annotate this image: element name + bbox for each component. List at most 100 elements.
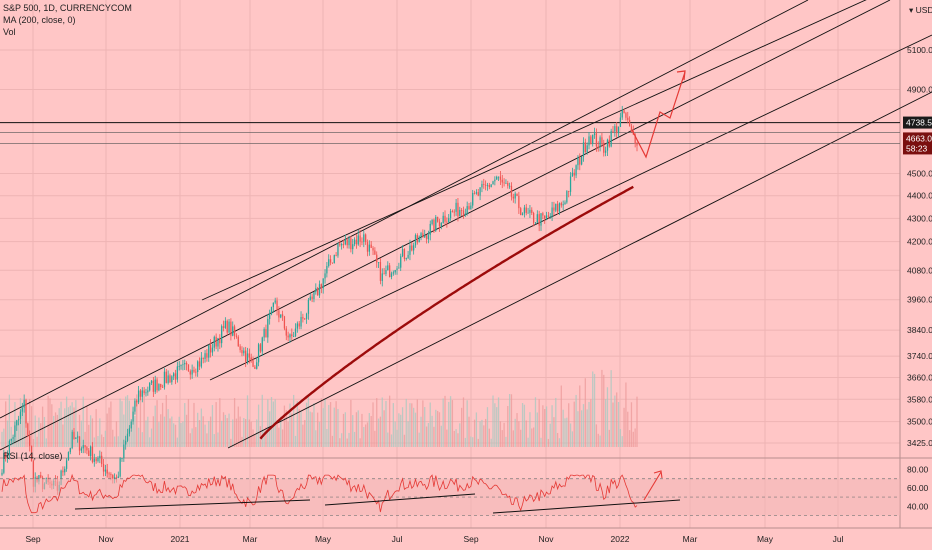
candle-body: [197, 361, 199, 373]
volume-bar: [29, 398, 31, 447]
volume-bar: [195, 427, 197, 447]
volume-bar: [460, 407, 463, 447]
candle-body: [8, 440, 11, 455]
volume-bar: [180, 423, 182, 447]
volume-bar: [200, 408, 203, 447]
candle-body: [73, 431, 75, 440]
candle-body: [366, 242, 369, 252]
candle-body: [219, 338, 221, 344]
volume-bar: [586, 409, 588, 447]
volume-bar: [623, 407, 625, 447]
candle-body: [536, 214, 538, 223]
volume-bar: [453, 430, 455, 447]
candle-body: [462, 210, 465, 215]
candle-body: [209, 344, 212, 353]
volume-bar: [374, 430, 376, 447]
candle-body: [544, 215, 546, 219]
volume-bar: [25, 408, 27, 447]
volume-bar: [58, 408, 60, 447]
volume-bar: [261, 394, 263, 447]
volume-bar: [621, 436, 623, 447]
volume-bar: [75, 400, 77, 447]
volume-bar: [139, 400, 142, 447]
volume-bar: [239, 416, 241, 447]
volume-bar: [464, 437, 466, 447]
symbol-legend[interactable]: S&P 500, 1D, CURRENCYCOM: [3, 3, 132, 13]
volume-bar: [259, 426, 262, 447]
candle-body: [405, 257, 407, 259]
volume-bar: [352, 415, 354, 447]
price-axis[interactable]: 5100.0 4900.0 4500.0 4400.0 4300.0 4200.0 4080…: [903, 5, 932, 511]
time-axis[interactable]: Sep Nov 2021 Mar May Jul Sep Nov 2022 Mar May Jul: [25, 534, 843, 544]
candle-body: [289, 334, 291, 338]
volume-bar: [265, 427, 267, 447]
volume-bar: [254, 434, 256, 447]
candle-body: [595, 133, 598, 147]
vol-legend[interactable]: Vol: [3, 27, 16, 37]
volume-bar: [245, 419, 247, 447]
candle-body: [477, 192, 479, 196]
rsi-legend[interactable]: RSI (14, close): [3, 451, 63, 461]
candle-body: [575, 165, 577, 176]
candle-body: [77, 436, 79, 438]
price-candles: [1, 105, 638, 496]
candle-body: [211, 347, 214, 353]
candle-body: [610, 130, 612, 147]
candle-body: [150, 380, 153, 384]
volume-bar: [603, 374, 605, 447]
volume-bar: [392, 403, 394, 447]
volume-bar: [617, 401, 620, 447]
volume-bar: [73, 407, 75, 447]
candle-body: [283, 316, 286, 329]
volume-bar: [344, 412, 346, 447]
candle-body: [616, 126, 618, 134]
volume-bar: [102, 436, 105, 447]
ma-legend[interactable]: MA (200, close, 0): [3, 15, 76, 25]
candle-body: [551, 207, 553, 217]
volume-bar: [435, 409, 437, 447]
volume-bar: [446, 429, 448, 447]
candle-body: [569, 176, 572, 192]
volume-bar: [64, 408, 66, 447]
volume-bar: [532, 427, 535, 447]
price-tick-label: 4900.0: [907, 84, 932, 94]
volume-bar: [448, 401, 450, 447]
volume-bar: [590, 399, 592, 447]
channel-line: [201, 0, 867, 301]
volume-bar: [84, 431, 86, 447]
volume-bar: [551, 405, 553, 447]
volume-bar: [573, 401, 575, 447]
candle-body: [270, 307, 273, 315]
price-tick-label: 5100.0: [907, 45, 932, 55]
volume-bar: [149, 437, 151, 447]
volume-bar: [113, 436, 116, 447]
candle-body: [383, 273, 385, 275]
volume-bar: [47, 395, 49, 447]
volume-bar: [608, 429, 610, 447]
candle-body: [173, 373, 175, 377]
projection-path: [631, 71, 686, 159]
candle-body: [588, 136, 590, 146]
price-tag-bg: [903, 116, 932, 129]
volume-bar: [512, 430, 514, 447]
price-tick-label: 3840.0: [907, 325, 932, 335]
candle-body: [335, 255, 337, 256]
volume-bar: [361, 413, 363, 447]
candle-body: [180, 365, 182, 367]
volume-bar: [547, 438, 550, 447]
price-tag-bg: [903, 132, 932, 145]
volume-bar: [78, 414, 81, 447]
volume-bar: [60, 401, 62, 447]
volume-bar: [592, 371, 594, 447]
candle-body: [455, 202, 457, 212]
volume-bar: [267, 399, 269, 447]
time-tick-label: Mar: [243, 534, 258, 544]
volume-bar: [518, 421, 520, 447]
candle-body: [176, 366, 179, 380]
volume-bar: [160, 414, 162, 447]
candle-body: [195, 371, 197, 373]
candle-body: [612, 130, 614, 132]
volume-bar: [584, 378, 586, 447]
volume-bar: [422, 400, 424, 447]
